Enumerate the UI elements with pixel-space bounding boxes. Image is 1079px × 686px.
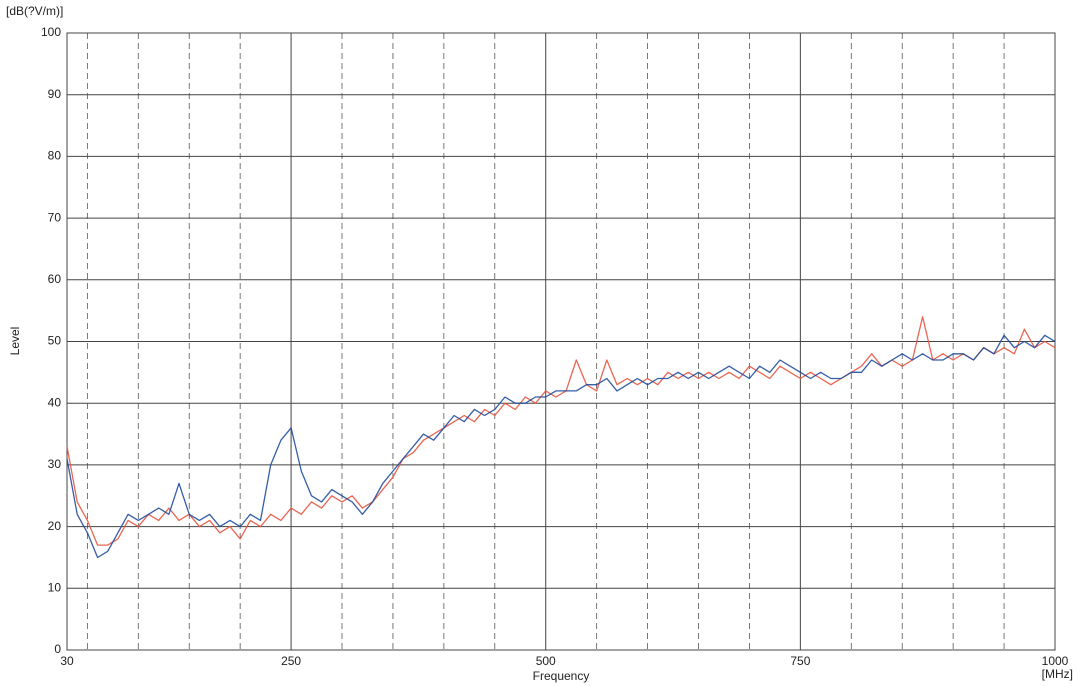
y-tick-label: 70 (48, 210, 62, 224)
x-unit: [MHz] (1042, 667, 1073, 681)
y-tick-label: 10 (48, 580, 62, 594)
y-tick-label: 50 (48, 334, 62, 348)
y-tick-label: 20 (48, 519, 62, 533)
y-tick-label: 60 (48, 272, 62, 286)
y-axis-label: Level (8, 327, 22, 356)
y-tick-label: 40 (48, 395, 62, 409)
y-tick-label: 0 (54, 642, 61, 656)
y-tick-label: 90 (48, 87, 62, 101)
y-tick-label: 30 (48, 457, 62, 471)
x-tick-label: 250 (281, 654, 301, 668)
y-tick-label: 100 (41, 25, 61, 39)
x-tick-label: 750 (790, 654, 810, 668)
y-unit: [dB(?V/m)] (6, 4, 63, 18)
x-tick-label: 1000 (1042, 654, 1069, 668)
y-tick-label: 80 (48, 149, 62, 163)
x-tick-label: 30 (60, 654, 74, 668)
x-tick-label: 500 (536, 654, 556, 668)
x-axis-label: Frequency (533, 669, 590, 683)
series-line (66, 334, 1056, 559)
